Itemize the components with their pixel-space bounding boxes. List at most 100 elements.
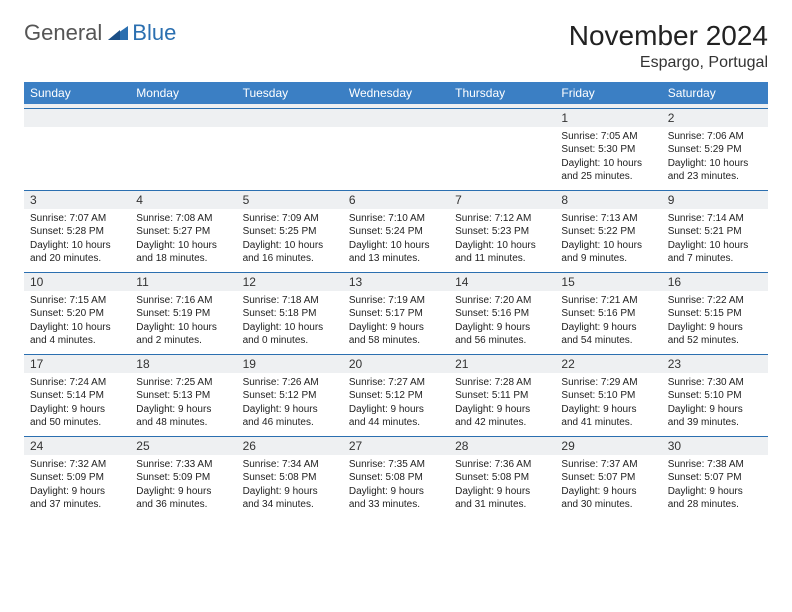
calendar-day: 5Sunrise: 7:09 AMSunset: 5:25 PMDaylight… — [237, 190, 343, 272]
day-number: 13 — [343, 273, 449, 291]
calendar-day: 0 — [130, 108, 236, 190]
calendar-body: 0 0 0 0 0 1Sunrise: 7:05 AMSunset: 5:30 … — [24, 104, 768, 518]
calendar-day: 12Sunrise: 7:18 AMSunset: 5:18 PMDayligh… — [237, 272, 343, 354]
day-detail: Sunrise: 7:20 AMSunset: 5:16 PMDaylight:… — [449, 291, 555, 354]
day-number: 29 — [555, 437, 661, 455]
calendar-day: 8Sunrise: 7:13 AMSunset: 5:22 PMDaylight… — [555, 190, 661, 272]
day-number: 27 — [343, 437, 449, 455]
calendar-day: 2Sunrise: 7:06 AMSunset: 5:29 PMDaylight… — [662, 108, 768, 190]
day-number: 24 — [24, 437, 130, 455]
day-number: 2 — [662, 109, 768, 127]
day-number: 10 — [24, 273, 130, 291]
day-detail: Sunrise: 7:07 AMSunset: 5:28 PMDaylight:… — [24, 209, 130, 272]
col-header: Wednesday — [343, 82, 449, 104]
calendar-day: 28Sunrise: 7:36 AMSunset: 5:08 PMDayligh… — [449, 436, 555, 518]
calendar-week: 10Sunrise: 7:15 AMSunset: 5:20 PMDayligh… — [24, 272, 768, 354]
day-detail: Sunrise: 7:24 AMSunset: 5:14 PMDaylight:… — [24, 373, 130, 436]
calendar-day: 22Sunrise: 7:29 AMSunset: 5:10 PMDayligh… — [555, 354, 661, 436]
day-number: 0 — [130, 109, 236, 127]
day-number: 6 — [343, 191, 449, 209]
calendar-day: 21Sunrise: 7:28 AMSunset: 5:11 PMDayligh… — [449, 354, 555, 436]
col-header: Sunday — [24, 82, 130, 104]
day-detail: Sunrise: 7:28 AMSunset: 5:11 PMDaylight:… — [449, 373, 555, 436]
day-detail: Sunrise: 7:16 AMSunset: 5:19 PMDaylight:… — [130, 291, 236, 354]
day-detail: Sunrise: 7:27 AMSunset: 5:12 PMDaylight:… — [343, 373, 449, 436]
calendar-day: 9Sunrise: 7:14 AMSunset: 5:21 PMDaylight… — [662, 190, 768, 272]
calendar-day: 27Sunrise: 7:35 AMSunset: 5:08 PMDayligh… — [343, 436, 449, 518]
calendar-day: 4Sunrise: 7:08 AMSunset: 5:27 PMDaylight… — [130, 190, 236, 272]
day-detail: Sunrise: 7:36 AMSunset: 5:08 PMDaylight:… — [449, 455, 555, 518]
day-detail: Sunrise: 7:22 AMSunset: 5:15 PMDaylight:… — [662, 291, 768, 354]
day-detail: Sunrise: 7:06 AMSunset: 5:29 PMDaylight:… — [662, 127, 768, 190]
day-number: 28 — [449, 437, 555, 455]
day-detail: Sunrise: 7:08 AMSunset: 5:27 PMDaylight:… — [130, 209, 236, 272]
day-detail: Sunrise: 7:35 AMSunset: 5:08 PMDaylight:… — [343, 455, 449, 518]
calendar-table: SundayMondayTuesdayWednesdayThursdayFrid… — [24, 82, 768, 518]
day-number: 22 — [555, 355, 661, 373]
day-number: 20 — [343, 355, 449, 373]
calendar-week: 0 0 0 0 0 1Sunrise: 7:05 AMSunset: 5:30 … — [24, 108, 768, 190]
day-number: 26 — [237, 437, 343, 455]
calendar-day: 7Sunrise: 7:12 AMSunset: 5:23 PMDaylight… — [449, 190, 555, 272]
day-detail: Sunrise: 7:38 AMSunset: 5:07 PMDaylight:… — [662, 455, 768, 518]
day-number: 30 — [662, 437, 768, 455]
calendar-day: 6Sunrise: 7:10 AMSunset: 5:24 PMDaylight… — [343, 190, 449, 272]
day-detail: Sunrise: 7:19 AMSunset: 5:17 PMDaylight:… — [343, 291, 449, 354]
day-number: 18 — [130, 355, 236, 373]
calendar-day: 14Sunrise: 7:20 AMSunset: 5:16 PMDayligh… — [449, 272, 555, 354]
day-detail: Sunrise: 7:30 AMSunset: 5:10 PMDaylight:… — [662, 373, 768, 436]
day-detail: Sunrise: 7:13 AMSunset: 5:22 PMDaylight:… — [555, 209, 661, 272]
day-number: 25 — [130, 437, 236, 455]
day-detail: Sunrise: 7:15 AMSunset: 5:20 PMDaylight:… — [24, 291, 130, 354]
day-detail: Sunrise: 7:21 AMSunset: 5:16 PMDaylight:… — [555, 291, 661, 354]
day-detail: Sunrise: 7:14 AMSunset: 5:21 PMDaylight:… — [662, 209, 768, 272]
day-detail: Sunrise: 7:18 AMSunset: 5:18 PMDaylight:… — [237, 291, 343, 354]
day-number: 9 — [662, 191, 768, 209]
day-detail: Sunrise: 7:33 AMSunset: 5:09 PMDaylight:… — [130, 455, 236, 518]
day-detail: Sunrise: 7:37 AMSunset: 5:07 PMDaylight:… — [555, 455, 661, 518]
title-block: November 2024 Espargo, Portugal — [569, 20, 768, 72]
calendar-week: 24Sunrise: 7:32 AMSunset: 5:09 PMDayligh… — [24, 436, 768, 518]
day-number: 21 — [449, 355, 555, 373]
brand-general: General — [24, 20, 102, 46]
calendar-day: 25Sunrise: 7:33 AMSunset: 5:09 PMDayligh… — [130, 436, 236, 518]
day-detail: Sunrise: 7:05 AMSunset: 5:30 PMDaylight:… — [555, 127, 661, 190]
calendar-day: 11Sunrise: 7:16 AMSunset: 5:19 PMDayligh… — [130, 272, 236, 354]
calendar-day: 0 — [24, 108, 130, 190]
day-number: 11 — [130, 273, 236, 291]
calendar-day: 0 — [449, 108, 555, 190]
calendar-day: 10Sunrise: 7:15 AMSunset: 5:20 PMDayligh… — [24, 272, 130, 354]
col-header: Saturday — [662, 82, 768, 104]
day-number: 0 — [24, 109, 130, 127]
day-number: 7 — [449, 191, 555, 209]
day-number: 15 — [555, 273, 661, 291]
day-detail: Sunrise: 7:25 AMSunset: 5:13 PMDaylight:… — [130, 373, 236, 436]
calendar-head: SundayMondayTuesdayWednesdayThursdayFrid… — [24, 82, 768, 104]
day-detail: Sunrise: 7:10 AMSunset: 5:24 PMDaylight:… — [343, 209, 449, 272]
brand-logo: General Blue — [24, 20, 176, 46]
day-number: 0 — [343, 109, 449, 127]
day-number: 1 — [555, 109, 661, 127]
day-detail: Sunrise: 7:09 AMSunset: 5:25 PMDaylight:… — [237, 209, 343, 272]
day-detail: Sunrise: 7:26 AMSunset: 5:12 PMDaylight:… — [237, 373, 343, 436]
calendar-day: 17Sunrise: 7:24 AMSunset: 5:14 PMDayligh… — [24, 354, 130, 436]
day-detail: Sunrise: 7:12 AMSunset: 5:23 PMDaylight:… — [449, 209, 555, 272]
col-header: Tuesday — [237, 82, 343, 104]
page-header: General Blue November 2024 Espargo, Port… — [24, 20, 768, 72]
month-title: November 2024 — [569, 20, 768, 52]
day-number: 14 — [449, 273, 555, 291]
day-number: 17 — [24, 355, 130, 373]
calendar-day: 0 — [343, 108, 449, 190]
day-number: 5 — [237, 191, 343, 209]
col-header: Thursday — [449, 82, 555, 104]
day-number: 3 — [24, 191, 130, 209]
calendar-week: 3Sunrise: 7:07 AMSunset: 5:28 PMDaylight… — [24, 190, 768, 272]
day-number: 8 — [555, 191, 661, 209]
calendar-day: 0 — [237, 108, 343, 190]
day-number: 0 — [237, 109, 343, 127]
brand-blue: Blue — [132, 20, 176, 46]
calendar-day: 26Sunrise: 7:34 AMSunset: 5:08 PMDayligh… — [237, 436, 343, 518]
day-number: 0 — [449, 109, 555, 127]
calendar-day: 23Sunrise: 7:30 AMSunset: 5:10 PMDayligh… — [662, 354, 768, 436]
sail-icon — [106, 24, 130, 42]
